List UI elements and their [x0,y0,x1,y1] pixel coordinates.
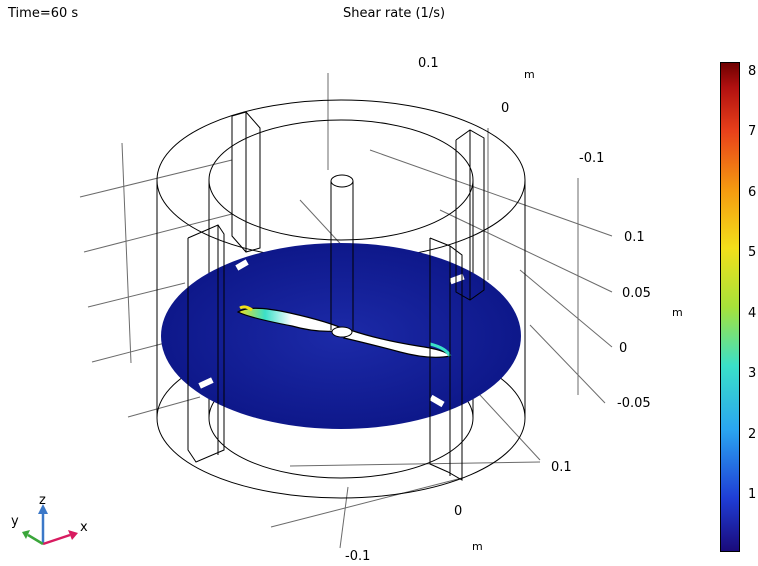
right-tick-label: 0.05 [622,286,651,301]
top-axis-unit: m [524,68,535,81]
axis-triad [22,504,78,546]
triad-x-label: x [80,520,88,535]
triad-y-label: y [11,514,19,529]
colorbar-tick: 6 [748,185,757,200]
bottom-tick-label: -0.1 [345,549,371,564]
top-tick-label: 0 [501,101,510,116]
colorbar-tick: 4 [748,306,757,321]
colorbar-tick: 5 [748,245,757,260]
plot-title: Shear rate (1/s) [343,6,446,21]
colorbar-tick: 7 [748,124,757,139]
top-tick-label: -0.1 [579,151,605,166]
colorbar [720,62,740,552]
bottom-tick-label: 0.1 [551,460,572,475]
triad-z-label: z [39,493,46,508]
right-axis-unit: m [672,306,683,319]
baffles [187,111,485,481]
right-tick-label: 0 [619,341,628,356]
top-tick-label: 0.1 [418,56,439,71]
colorbar-tick: 3 [748,366,757,381]
colorbar-tick: 1 [748,487,757,502]
colorbar-tick: 2 [748,427,757,442]
right-tick-label: 0.1 [624,230,645,245]
bottom-tick-label: 0 [454,504,463,519]
right-tick-label: -0.05 [617,396,651,411]
shaft [330,174,354,330]
time-label: Time=60 s [8,6,79,21]
bottom-axis-unit: m [472,540,483,553]
baffle-notches [198,259,465,408]
colorbar-tick: 8 [748,64,757,79]
